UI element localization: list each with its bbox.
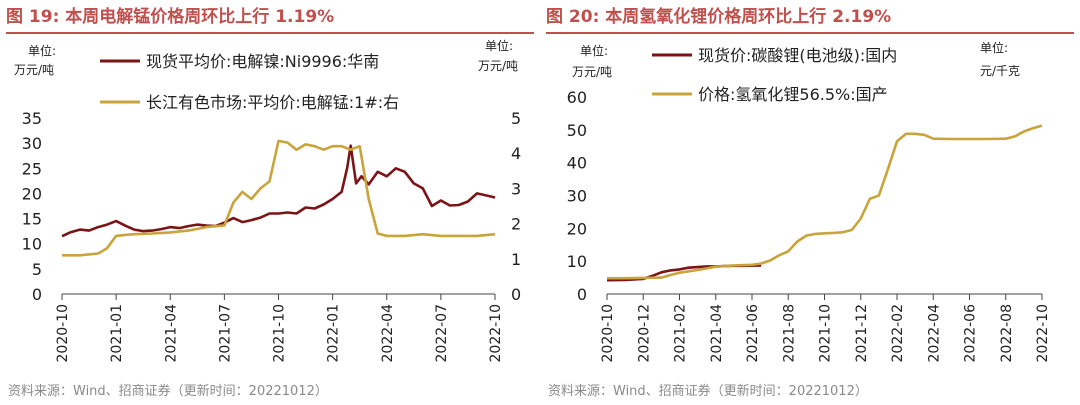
left-unit-label-line2: 万元/吨 xyxy=(14,63,54,77)
y-left-tick-label: 60 xyxy=(567,88,587,107)
y-left-tick-label: 0 xyxy=(577,285,587,304)
y-left-tick-label: 35 xyxy=(22,109,42,128)
x-tick-label: 2021-12 xyxy=(854,304,870,363)
legend-label-lithium-carbonate: 现货价:碳酸锂(电池级):国内 xyxy=(698,46,897,65)
y-right-tick-label: 3 xyxy=(511,179,521,198)
x-tick-label: 2020-10 xyxy=(600,304,616,363)
y-left-tick-label: 10 xyxy=(567,252,587,271)
series-line-1 xyxy=(607,124,1043,280)
x-tick-label: 2022-04 xyxy=(926,304,942,363)
figure-19-title: 图 19: 本周电解锰价格周环比上行 1.19% xyxy=(6,7,335,27)
y-right-tick-label: 0 xyxy=(511,285,521,304)
x-tick-label: 2021-04 xyxy=(163,304,179,363)
y-right-tick-label: 1 xyxy=(511,250,521,269)
legend-label-lithium-hydroxide: 价格:氢氧化锂56.5%:国产 xyxy=(698,85,888,104)
y-left-tick-label: 40 xyxy=(567,154,587,173)
y-right-tick-label: 2 xyxy=(511,215,521,234)
x-tick-label: 2021-07 xyxy=(217,304,233,363)
x-tick-label: 2022-08 xyxy=(999,304,1015,363)
figure-19-source: 资料来源：Wind、招商证券（更新时间：20221012） xyxy=(8,384,328,399)
x-tick-label: 2021-10 xyxy=(818,304,834,363)
figure-19-panel: 图 19: 本周电解锰价格周环比上行 1.19% 单位: 万元/吨 单位: 万元… xyxy=(6,7,534,399)
y-right-tick-label: 5 xyxy=(511,109,521,128)
y-left-tick-label: 0 xyxy=(32,285,42,304)
right-unit-label-line1: 单位: xyxy=(980,40,1008,55)
figure-20-panel: 图 20: 本周氢氧化锂价格周环比上行 2.19% 单位: 万元/吨 单位: 元… xyxy=(540,0,1080,405)
x-tick-label: 2022-02 xyxy=(890,304,906,363)
figure-20-source: 资料来源：Wind、招商证券（更新时间：20221012） xyxy=(548,384,868,399)
x-tick-label: 2021-10 xyxy=(272,304,288,363)
y-left-tick-label: 20 xyxy=(22,184,42,203)
x-tick-label: 2022-01 xyxy=(326,304,342,363)
x-tick-label: 2021-04 xyxy=(709,304,725,363)
y-left-tick-label: 5 xyxy=(32,260,42,279)
series-line-0 xyxy=(61,144,496,238)
right-unit-label-line2: 元/千克 xyxy=(980,64,1020,78)
series-line-1 xyxy=(62,139,496,257)
y-left-tick-label: 50 xyxy=(567,121,587,140)
x-tick-label: 2022-06 xyxy=(963,304,979,363)
y-right-tick-label: 4 xyxy=(511,144,521,163)
figure-19-chart: 单位: 万元/吨 单位: 万元/吨 现货平均价:电解镍:Ni9996:华南 长江… xyxy=(14,38,521,363)
figure-20-title: 图 20: 本周氢氧化锂价格周环比上行 2.19% xyxy=(546,7,892,27)
x-tick-label: 2020-12 xyxy=(636,304,652,363)
x-tick-label: 2022-07 xyxy=(434,304,450,363)
x-tick-label: 2021-08 xyxy=(781,304,797,363)
right-unit-label-line2: 万元/吨 xyxy=(478,59,518,73)
x-tick-label: 2021-06 xyxy=(745,304,761,363)
y-left-tick-label: 30 xyxy=(22,134,42,153)
y-left-tick-label: 15 xyxy=(22,210,42,229)
y-left-tick-label: 30 xyxy=(567,187,587,206)
left-unit-label-line1: 单位: xyxy=(28,43,56,58)
x-tick-label: 2021-01 xyxy=(109,304,125,363)
figure-20-chart: 单位: 万元/吨 单位: 元/千克 现货价:碳酸锂(电池级):国内 价格:氢氧化… xyxy=(567,40,1051,363)
y-left-tick-label: 25 xyxy=(22,159,42,178)
y-left-tick-label: 10 xyxy=(22,235,42,254)
y-left-tick-label: 20 xyxy=(567,219,587,238)
legend-label-nickel: 现货平均价:电解镍:Ni9996:华南 xyxy=(146,52,379,71)
right-unit-label-line1: 单位: xyxy=(485,38,513,53)
legend-label-manganese: 长江有色市场:平均价:电解锰:1#:右 xyxy=(146,93,399,112)
figure-20-title-rule xyxy=(546,32,1074,34)
figure-19-title-rule xyxy=(6,32,534,34)
x-tick-label: 2020-10 xyxy=(55,304,71,363)
x-tick-label: 2022-04 xyxy=(380,304,396,363)
left-unit-label-line1: 单位: xyxy=(580,43,608,58)
x-tick-label: 2021-02 xyxy=(673,304,689,363)
x-tick-label: 2022-10 xyxy=(1035,304,1051,363)
left-unit-label-line2: 万元/吨 xyxy=(572,65,612,79)
x-tick-label: 2022-10 xyxy=(488,304,504,363)
